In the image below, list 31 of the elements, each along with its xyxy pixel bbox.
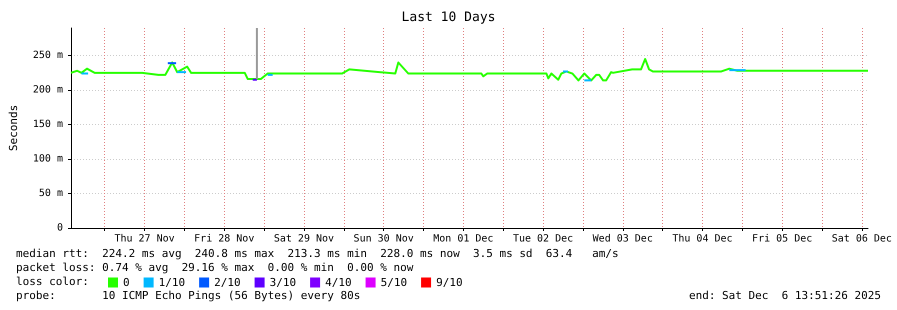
- text: median rtt: 224.2 ms avg 240.8 ms max 213.3 ms min 228.0 ms now 3.5 ms sd 63.4 am/s: [16, 247, 619, 260]
- chart-title: Last 10 Days: [402, 10, 496, 25]
- x-tick-label: Fri 28 Nov: [194, 234, 254, 244]
- legend-label: 1/10: [158, 276, 186, 289]
- legend-label: 5/10: [380, 276, 408, 289]
- legend-title: loss color:: [16, 275, 89, 288]
- legend-label: 9/10: [436, 276, 463, 289]
- y-tick-label: 250 m: [32, 50, 63, 62]
- text: probe: 10 ICMP Echo Pings (56 Bytes) every 80s: [16, 289, 360, 302]
- legend-label: 2/10: [214, 276, 241, 289]
- x-tick-label: Fri 05 Dec: [752, 234, 812, 244]
- x-tick-label: Sat 29 Nov: [274, 234, 334, 244]
- x-tick-label: Mon 01 Dec: [433, 234, 494, 244]
- y-tick-label: 200 m: [32, 84, 63, 96]
- x-tick-label: Wed 03 Dec: [592, 234, 653, 244]
- x-tick-label: Sat 06 Dec: [832, 234, 892, 244]
- x-tick-label: Tue 02 Dec: [512, 234, 574, 244]
- legend-label: 4/10: [325, 276, 352, 289]
- legend-label: 3/10: [270, 276, 296, 289]
- line-series: [70, 58, 869, 82]
- y-tick-label: 0: [56, 222, 63, 234]
- y-tick-label: 50 m: [38, 188, 63, 200]
- y-tick-label: 100 m: [32, 154, 63, 165]
- y-tick-label: 150 m: [32, 119, 63, 130]
- y-axis-title: Seconds: [7, 104, 20, 152]
- x-tick-label: Sun 30 Nov: [354, 234, 414, 244]
- text: packet loss: 0.74 % avg 29.16 % max 0.00 % min 0.00 % now: [16, 261, 414, 274]
- x-tick-label: Thu 04 Dec: [672, 234, 733, 244]
- legend-label: 0: [123, 276, 130, 289]
- text: end: Sat Dec 6 13:51:26 2025: [688, 289, 882, 302]
- x-tick-label: Thu 27 Nov: [114, 234, 175, 244]
